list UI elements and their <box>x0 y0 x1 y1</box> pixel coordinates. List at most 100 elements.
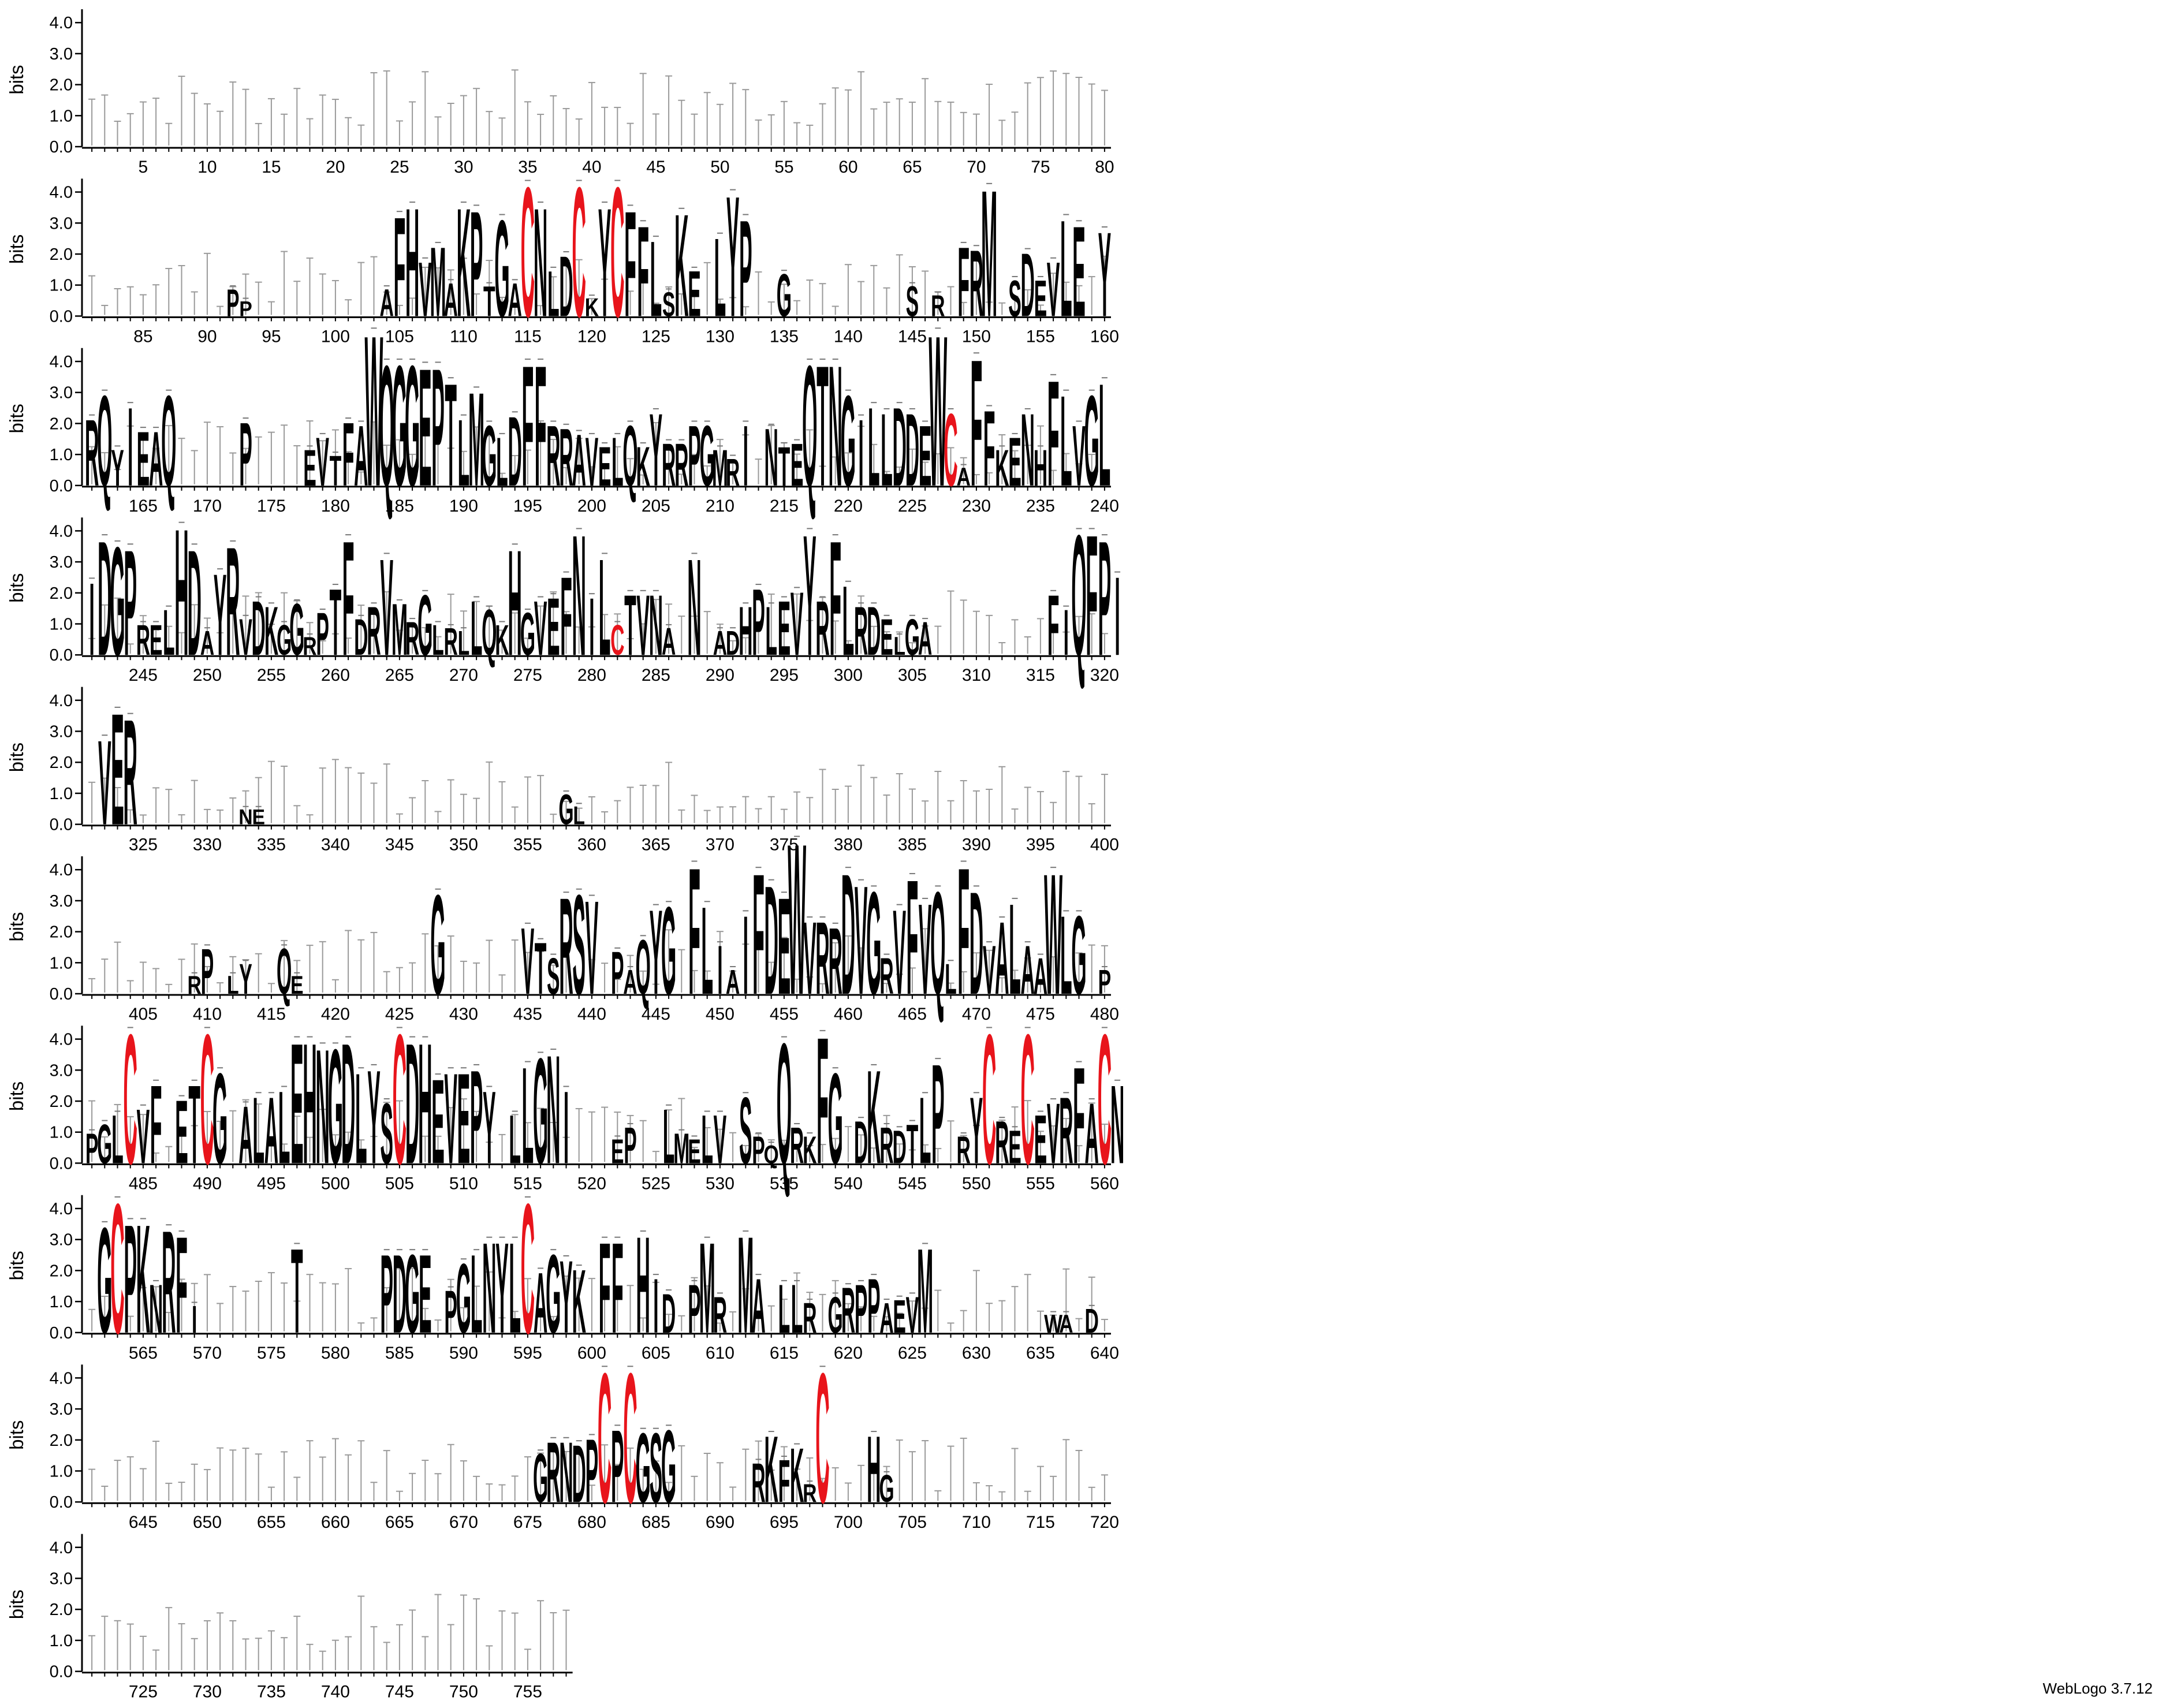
logo-letter: L <box>432 617 444 665</box>
logo-letter: T <box>816 330 829 522</box>
x-tick-label: 735 <box>257 1683 286 1702</box>
x-tick-label: 45 <box>646 158 665 177</box>
y-tick-label: 3.0 <box>50 892 73 911</box>
x-tick-label: 315 <box>1026 666 1055 685</box>
logo-letter: E <box>778 870 791 1024</box>
logo-letter: E <box>303 439 316 497</box>
x-tick-label: 100 <box>321 327 350 346</box>
y-axis-label: bits <box>6 65 27 94</box>
logo-letter: T <box>624 577 636 673</box>
x-tick-label: 95 <box>262 327 281 346</box>
x-tick-label: 190 <box>449 497 478 516</box>
logo-letter: T <box>778 435 791 498</box>
logo-letter: H <box>174 492 188 694</box>
logo-letter: S <box>906 278 919 326</box>
y-tick-label: 2.0 <box>50 1431 73 1450</box>
logo-letter: R <box>970 232 983 337</box>
logo-letter: H <box>508 520 521 687</box>
logo-letter: D <box>341 1008 355 1200</box>
logo-letter: E <box>175 1082 188 1183</box>
logo-letter: A <box>713 624 727 662</box>
y-tick-label: 3.0 <box>50 722 73 741</box>
y-tick-label: 0.0 <box>50 1493 73 1512</box>
logo-letter: A <box>1084 1085 1098 1181</box>
logo-letter: Y <box>726 161 740 353</box>
y-axis-label: bits <box>6 743 27 772</box>
logo-letter: F <box>1086 499 1098 691</box>
logo-letter: E <box>1072 199 1086 344</box>
logo-letter: R <box>162 1200 176 1364</box>
logo-letter: S <box>547 948 560 1005</box>
logo-letter: D <box>892 1121 906 1174</box>
logo-letter: F <box>394 188 406 347</box>
logo-letter: A <box>443 274 457 327</box>
y-tick-label: 3.0 <box>50 214 73 233</box>
x-tick-label: 65 <box>903 158 922 177</box>
logo-letter: M <box>917 1224 933 1358</box>
logo-letter: Y <box>650 393 663 508</box>
x-tick-label: 170 <box>193 497 222 516</box>
x-tick-label: 220 <box>834 497 863 516</box>
logo-letter: D <box>764 853 778 1027</box>
logo-letter: G <box>277 617 292 665</box>
logo-letter: Y <box>650 885 663 1020</box>
logo-letter: G <box>405 1232 420 1357</box>
x-tick-label: 725 <box>129 1683 158 1702</box>
logo-letter: F <box>957 830 970 1032</box>
logo-letter: M <box>981 153 997 355</box>
logo-letter: L <box>868 385 880 510</box>
y-tick-label: 2.0 <box>50 1092 73 1111</box>
logo-letter: G <box>533 1028 548 1195</box>
logo-letter: K <box>636 435 650 498</box>
logo-letter: K <box>790 1431 804 1519</box>
logo-letter: A <box>354 408 368 504</box>
logo-letter: D <box>726 624 740 662</box>
logo-letter: Q <box>97 368 112 513</box>
y-tick-label: 2.0 <box>50 1262 73 1280</box>
logo-letter: G <box>546 1232 561 1357</box>
logo-letter: R <box>879 948 893 1005</box>
y-tick-label: 1.0 <box>50 446 73 464</box>
y-tick-label: 4.0 <box>50 522 73 540</box>
logo-letter: E <box>137 415 150 502</box>
x-tick-label: 425 <box>385 1005 414 1024</box>
logo-letter: Q <box>379 330 394 522</box>
logo-letter: I <box>589 581 594 672</box>
y-axis-label: bits <box>6 404 27 433</box>
logo-letter: L <box>496 423 508 500</box>
logo-letter: L <box>1009 877 1021 1021</box>
x-tick-label: 180 <box>321 497 350 516</box>
logo-letter: S <box>650 1413 663 1523</box>
logo-letter: V <box>586 423 599 500</box>
logo-letter: G <box>97 1198 112 1365</box>
logo-letter: F <box>150 1062 162 1187</box>
logo-letter: G <box>828 1046 843 1191</box>
logo-letter: E <box>419 1232 432 1357</box>
logo-letter: E <box>111 680 124 859</box>
logo-letter: P <box>867 1262 881 1349</box>
logo-letter: H <box>636 1209 650 1363</box>
logo-letter: N <box>764 412 778 503</box>
logo-letter: N <box>649 577 663 673</box>
x-tick-label: 680 <box>577 1513 606 1532</box>
logo-letter: P <box>611 1409 624 1524</box>
x-tick-label: 310 <box>962 666 991 685</box>
logo-letter: K <box>995 439 1009 497</box>
x-tick-label: 635 <box>1026 1344 1055 1363</box>
y-tick-label: 0.0 <box>50 1154 73 1173</box>
logo-letter: A <box>264 1079 278 1184</box>
logo-letter: G <box>212 1046 228 1191</box>
logo-letter: C <box>982 997 996 1203</box>
logo-letter: Q <box>636 923 651 1010</box>
y-tick-label: 0.0 <box>50 138 73 156</box>
x-tick-label: 500 <box>321 1174 350 1193</box>
x-tick-label: 270 <box>449 666 478 685</box>
x-tick-label: 390 <box>962 836 991 855</box>
x-tick-label: 535 <box>770 1174 799 1193</box>
logo-letter: P <box>624 1117 637 1174</box>
x-tick-label: 625 <box>898 1344 927 1363</box>
x-tick-label: 405 <box>129 1005 158 1024</box>
logo-letter: Y <box>803 499 816 691</box>
x-tick-label: 740 <box>321 1683 350 1702</box>
logo-letter: C <box>110 1166 124 1372</box>
